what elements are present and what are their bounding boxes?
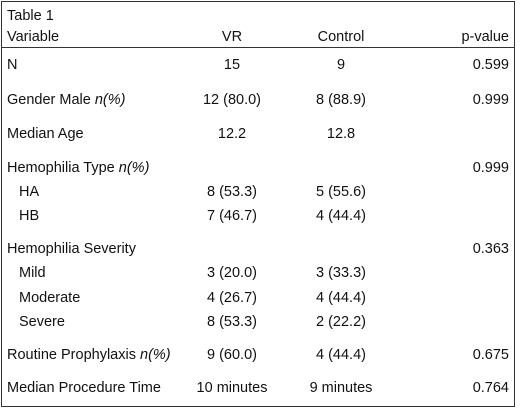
row-label: Gender Male n(%) [7, 92, 126, 108]
row-label: Routine Prophylaxis n(%) [7, 347, 171, 363]
table-row: HB 7 (46.7) 4 (44.4) [2, 205, 514, 227]
row-pvalue: 0.764 [472, 380, 509, 396]
row-pvalue: 0.363 [472, 241, 509, 257]
row-label: N [7, 57, 18, 73]
table-row: Routine Prophylaxis n(%) 9 (60.0) 4 (44.… [2, 344, 514, 366]
row-control-value: 9 minutes [309, 380, 373, 396]
table-row: Hemophilia Type n(%) 0.999 [2, 157, 514, 179]
row-control-value: 12.8 [326, 126, 356, 142]
row-pvalue: 0.999 [472, 92, 509, 108]
row-pvalue: 0.999 [472, 160, 509, 176]
row-label: Hemophilia Type n(%) [7, 160, 150, 176]
table-row: Moderate 4 (26.7) 4 (44.4) [2, 287, 514, 309]
row-control-value: 8 (88.9) [316, 92, 366, 108]
table-row: Gender Male n(%) 12 (80.0) 8 (88.9) 0.99… [2, 89, 514, 111]
table-row: Median Age 12.2 12.8 [2, 123, 514, 145]
header-pvalue: p-value [461, 29, 509, 45]
header-control: Control [317, 29, 365, 45]
table-title-row: Table 1 [2, 5, 514, 27]
row-control-value: 2 (22.2) [316, 314, 366, 330]
table-row: Median Procedure Time 10 minutes 9 minut… [2, 377, 514, 399]
header-row: Variable VR Control p-value [2, 26, 514, 48]
row-label: Median Procedure Time [7, 380, 161, 396]
row-vr-value: 12 (80.0) [202, 92, 262, 108]
row-vr-value: 3 (20.0) [207, 265, 257, 281]
row-label: HA [19, 184, 40, 200]
header-variable: Variable [7, 29, 60, 45]
row-pvalue: 0.599 [472, 57, 509, 73]
table-row: Mild 3 (20.0) 3 (33.3) [2, 262, 514, 284]
row-pvalue: 0.675 [472, 347, 509, 363]
row-control-value: 5 (55.6) [316, 184, 366, 200]
table-title: Table 1 [7, 8, 54, 24]
table-row: HA 8 (53.3) 5 (55.6) [2, 181, 514, 203]
row-label: Hemophilia Severity [7, 241, 136, 257]
row-vr-value: 9 (60.0) [207, 347, 257, 363]
row-control-value: 3 (33.3) [316, 265, 366, 281]
row-label: Severe [19, 314, 65, 330]
table-1: Table 1 Variable VR Control p-value N 15… [1, 1, 515, 407]
header-vr: VR [221, 29, 243, 45]
row-label: Moderate [19, 290, 81, 306]
row-vr-value: 7 (46.7) [207, 208, 257, 224]
table-row: Severe 8 (53.3) 2 (22.2) [2, 311, 514, 333]
row-vr-value: 8 (53.3) [207, 314, 257, 330]
row-label: Median Age [7, 126, 84, 142]
row-vr-value: 15 [223, 57, 241, 73]
row-vr-value: 4 (26.7) [207, 290, 257, 306]
row-label: HB [19, 208, 40, 224]
table-row: Hemophilia Severity 0.363 [2, 238, 514, 260]
row-control-value: 4 (44.4) [316, 290, 366, 306]
row-control-value: 4 (44.4) [316, 347, 366, 363]
row-vr-value: 12.2 [217, 126, 247, 142]
row-vr-value: 10 minutes [196, 380, 268, 396]
row-control-value: 9 [336, 57, 346, 73]
row-vr-value: 8 (53.3) [207, 184, 257, 200]
row-label: Mild [19, 265, 46, 281]
row-control-value: 4 (44.4) [316, 208, 366, 224]
table-row: N 15 9 0.599 [2, 54, 514, 76]
